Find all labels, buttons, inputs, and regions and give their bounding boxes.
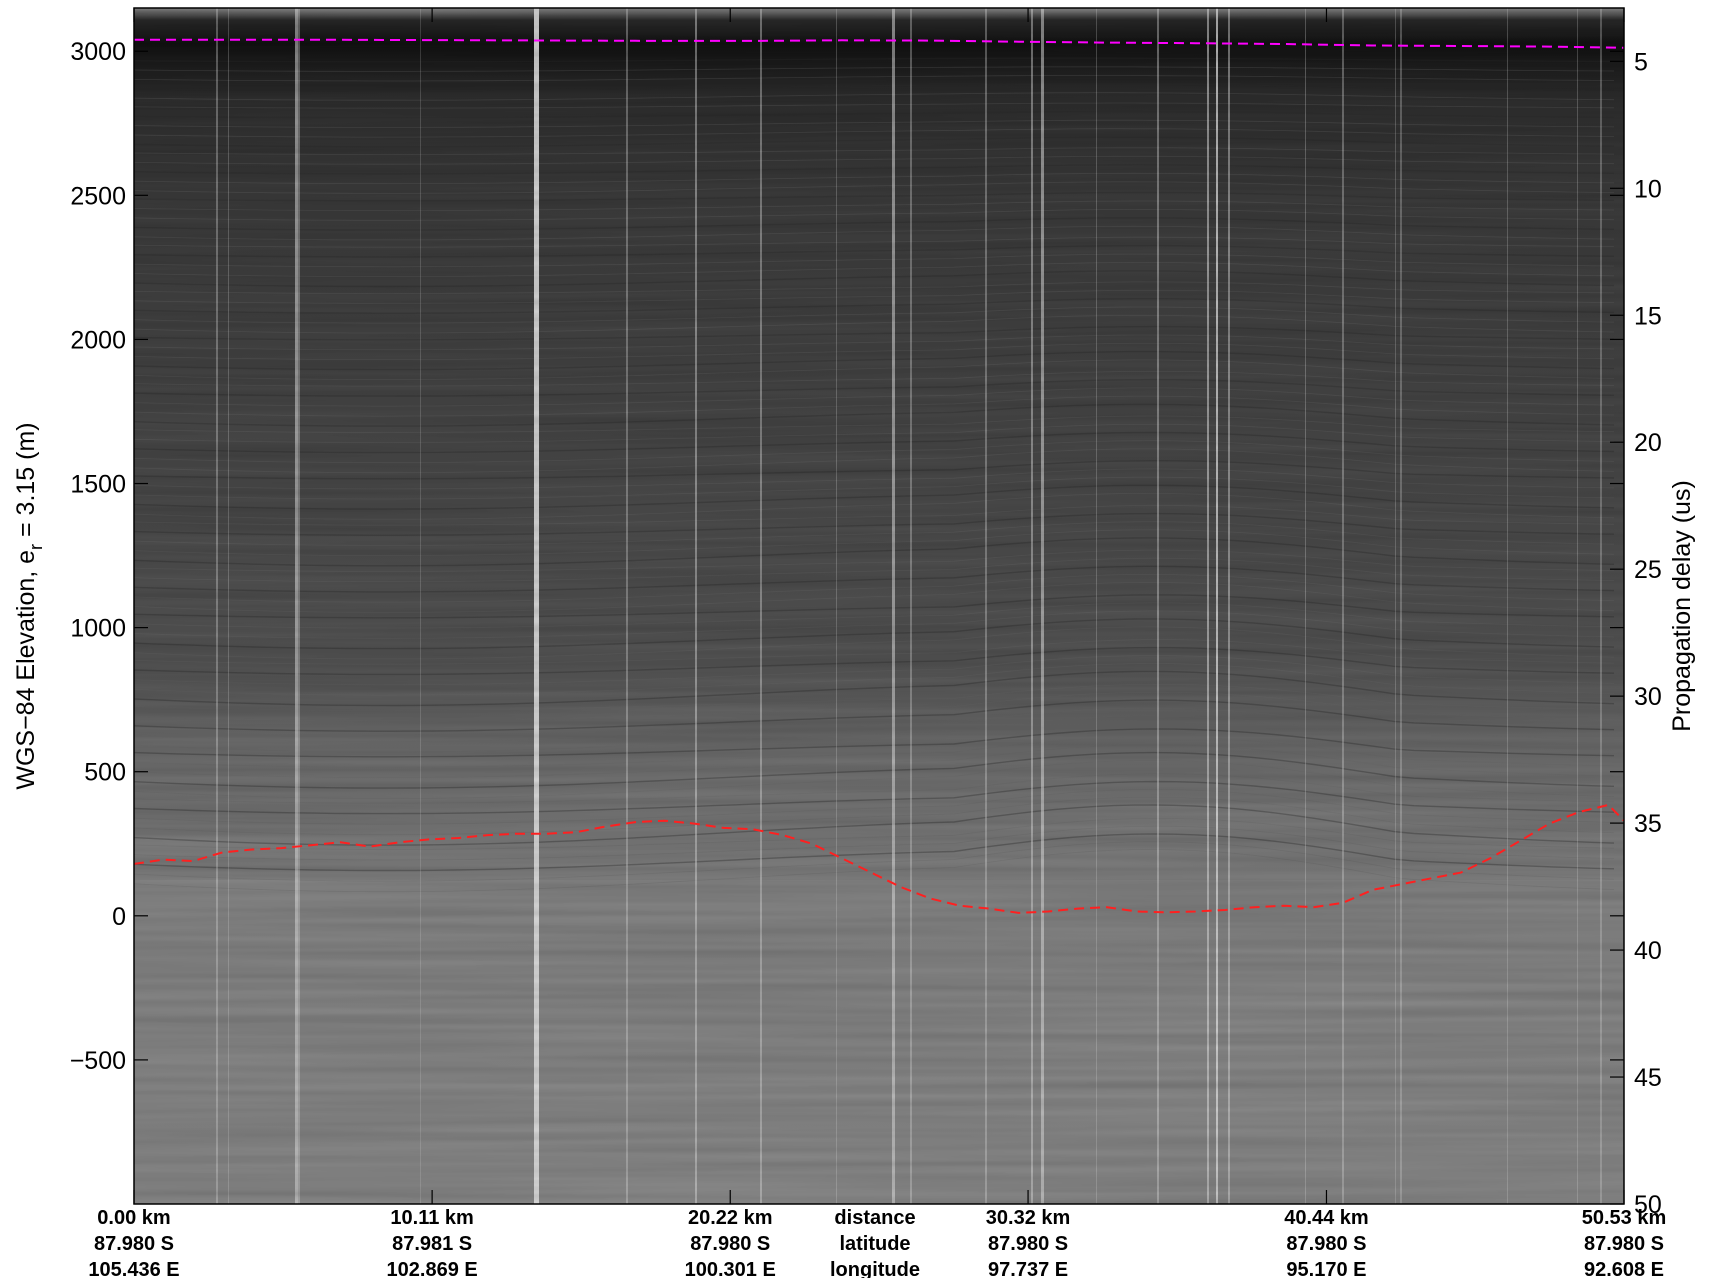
- right-tick-label: 20: [1634, 429, 1662, 457]
- pick-lines: [134, 38, 1624, 914]
- bottom-distance-label: 50.53 km: [1582, 1207, 1667, 1229]
- bottom-latitude-label: 87.981 S: [392, 1233, 472, 1255]
- left-axis: 3000 2500 2000 1500 1000 500 0 −500: [70, 38, 1624, 1075]
- bottom-longitude-label: 97.737 E: [988, 1259, 1068, 1278]
- right-tick-label: 10: [1634, 175, 1662, 203]
- right-tick-label: 25: [1634, 556, 1662, 584]
- left-tick-label: 0: [112, 903, 126, 931]
- bottom-longitude-label: 92.608 E: [1584, 1259, 1664, 1278]
- bottom-latitude-label: 87.980 S: [690, 1233, 770, 1255]
- bottom-latitude-label: 87.980 S: [988, 1233, 1068, 1255]
- bottom-longitude-label: 95.170 E: [1286, 1259, 1366, 1278]
- bottom-longitude-label: 100.301 E: [685, 1259, 776, 1278]
- left-axis-title-subscript: r: [26, 544, 46, 550]
- right-tick-label: 5: [1634, 48, 1648, 76]
- plot-frame: [133, 7, 1625, 1205]
- bottom-row-label-longitude: longitude: [830, 1259, 920, 1278]
- bottom-distance-label: 0.00 km: [97, 1207, 170, 1229]
- right-tick-label: 15: [1634, 302, 1662, 330]
- right-axis: 5 10 15 20 25 30 35 40 45 50: [1610, 48, 1662, 1219]
- bottom-latitude-label: 87.980 S: [94, 1233, 174, 1255]
- right-tick-label: 35: [1634, 810, 1662, 838]
- series-line-surface-pick: [134, 38, 1624, 49]
- left-tick-label: 1500: [70, 471, 126, 499]
- bottom-axis: 0.00 km 87.980 S 105.436 E 10.11 km 87.981 S…: [88, 8, 1666, 1278]
- left-tick-label: 500: [84, 759, 126, 787]
- bottom-longitude-label: 105.436 E: [88, 1259, 179, 1278]
- bottom-distance-label: 10.11 km: [390, 1207, 473, 1229]
- bottom-latitude-label: 87.980 S: [1584, 1233, 1664, 1255]
- left-tick-label: 2000: [70, 326, 126, 354]
- right-tick-label: 50: [1634, 1191, 1662, 1219]
- right-tick-label: 30: [1634, 683, 1662, 711]
- bottom-distance-label: 40.44 km: [1284, 1207, 1369, 1229]
- left-tick-label: 1000: [70, 615, 126, 643]
- bottom-longitude-label: 102.869 E: [387, 1259, 478, 1278]
- bottom-latitude-label: 87.980 S: [1286, 1233, 1366, 1255]
- bottom-row-label-latitude: latitude: [839, 1233, 910, 1255]
- bottom-distance-label: 30.32 km: [986, 1207, 1071, 1229]
- radargram-texture: [134, 8, 1624, 1204]
- left-axis-title: WGS−84 Elevation, er = 3.15 (m): [12, 422, 46, 789]
- left-tick-label: −500: [70, 1047, 126, 1075]
- left-tick-label: 3000: [70, 38, 126, 66]
- right-tick-label: 45: [1634, 1064, 1662, 1092]
- left-axis-title-main: WGS−84 Elevation, e: [12, 550, 40, 790]
- bottom-distance-label: 20.22 km: [688, 1207, 773, 1229]
- right-tick-label: 40: [1634, 937, 1662, 965]
- bottom-row-label-distance: distance: [834, 1207, 915, 1229]
- right-axis-title: Propagation delay (us): [1668, 480, 1696, 732]
- radargram-image: [134, 8, 1624, 1204]
- left-tick-label: 2500: [70, 182, 126, 210]
- left-axis-title-suffix: = 3.15 (m): [12, 422, 40, 544]
